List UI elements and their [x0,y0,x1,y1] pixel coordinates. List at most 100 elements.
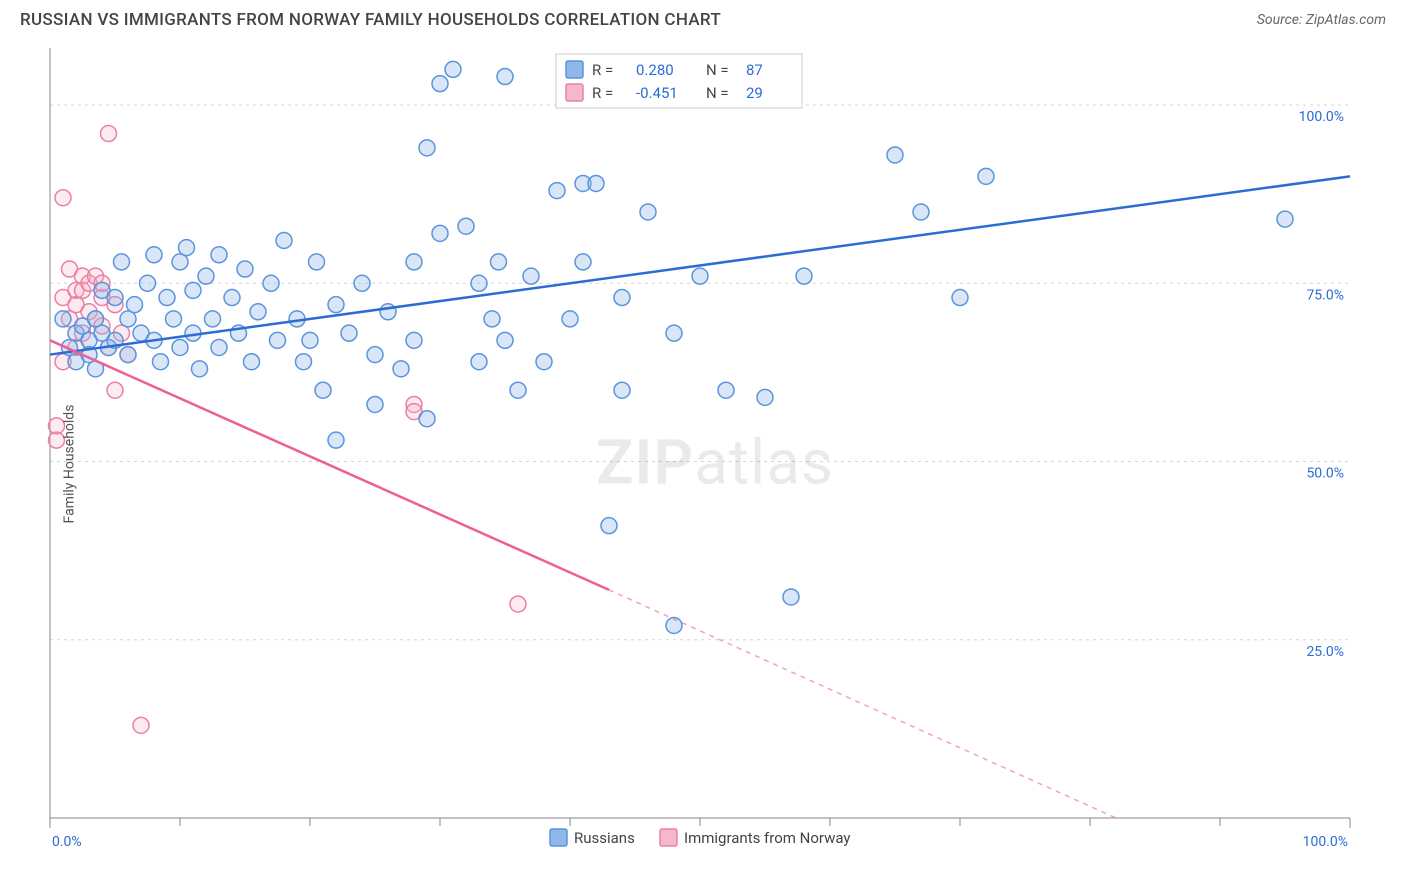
data-point [718,382,734,398]
source-attribution: Source: ZipAtlas.com [1257,12,1386,28]
data-point [328,432,344,448]
data-point [276,233,292,249]
data-point [211,339,227,355]
data-point [783,589,799,605]
data-point [341,325,357,341]
svg-text:100.0%: 100.0% [1299,109,1344,125]
scatter-chart: 25.0% 50.0% 75.0% 100.0% ZIPatlas 0.0% 100.0% R… [0,36,1406,876]
legend-label-norway: Immigrants from Norway [684,829,851,847]
data-point [172,339,188,355]
svg-text:R =: R = [592,61,613,79]
data-point [510,382,526,398]
data-point [166,311,182,327]
data-point [913,204,929,220]
data-point [133,717,149,733]
svg-text:25.0%: 25.0% [1306,644,1344,660]
data-point [263,275,279,291]
data-point [562,311,578,327]
data-point [471,354,487,370]
data-point [250,304,266,320]
data-point [406,332,422,348]
data-point [315,382,331,398]
svg-text:-0.451: -0.451 [636,84,678,102]
trend-line-norway [50,340,609,590]
data-point [549,183,565,199]
data-point [159,290,175,306]
data-point [296,354,312,370]
data-point [978,168,994,184]
svg-text:N =: N = [706,84,729,102]
svg-text:75.0%: 75.0% [1306,287,1344,303]
data-point [354,275,370,291]
data-point [614,290,630,306]
data-point [458,218,474,234]
data-point [484,311,500,327]
data-point [367,396,383,412]
data-point [367,347,383,363]
data-point [887,147,903,163]
data-point [153,354,169,370]
data-point [309,254,325,270]
data-point [140,275,156,291]
data-point [120,347,136,363]
data-point [497,69,513,85]
data-point [757,389,773,405]
data-point [192,361,208,377]
svg-text:29: 29 [746,84,763,102]
chart-container: Family Households 25.0% 50.0% 75.0% 100.0% Z… [0,36,1406,892]
data-point [419,140,435,156]
data-point [205,311,221,327]
data-point [107,290,123,306]
data-point [380,304,396,320]
data-point [107,382,123,398]
data-point [491,254,507,270]
data-point [601,518,617,534]
svg-text:0.280: 0.280 [636,61,674,79]
data-point [328,297,344,313]
data-point [211,247,227,263]
legend-swatch-russians [550,829,567,846]
data-point [127,297,143,313]
svg-text:100.0%: 100.0% [1303,834,1348,850]
svg-text:0.0%: 0.0% [52,834,82,850]
data-point [432,76,448,92]
data-point [796,268,812,284]
data-point [406,254,422,270]
data-point [510,596,526,612]
data-point [666,325,682,341]
data-point [588,175,604,191]
data-point [445,61,461,77]
legend-label-russians: Russians [574,829,635,847]
data-point [523,268,539,284]
data-point [692,268,708,284]
data-point [237,261,253,277]
data-point [198,268,214,284]
data-point [302,332,318,348]
svg-text:87: 87 [746,61,763,79]
data-point [244,354,260,370]
data-point [393,361,409,377]
data-point [952,290,968,306]
data-point [536,354,552,370]
data-point [497,332,513,348]
trend-line-norway-extrapolated [609,590,1116,818]
data-point [640,204,656,220]
data-point [614,382,630,398]
chart-title: RUSSIAN VS IMMIGRANTS FROM NORWAY FAMILY… [20,10,721,30]
data-point [101,126,117,142]
legend-swatch-norway [660,829,677,846]
data-point [55,190,71,206]
data-point [55,311,71,327]
data-point [179,240,195,256]
svg-text:N =: N = [706,61,729,79]
data-point [419,411,435,427]
y-axis-label: Family Households [61,405,77,524]
svg-text:ZIPatlas: ZIPatlas [596,427,834,500]
data-point [114,254,130,270]
svg-text:R =: R = [592,84,613,102]
data-point [1277,211,1293,227]
data-point [224,290,240,306]
data-point [471,275,487,291]
svg-text:50.0%: 50.0% [1306,466,1344,482]
data-point [432,225,448,241]
